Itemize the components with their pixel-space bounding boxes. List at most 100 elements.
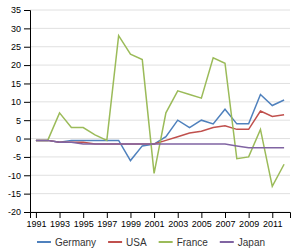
tick: 10 xyxy=(11,97,30,107)
tick: 1995 xyxy=(74,212,94,229)
legend-swatch xyxy=(159,241,173,243)
tick-mark xyxy=(24,65,30,66)
tick-label: 1991 xyxy=(26,219,46,229)
tick: 1993 xyxy=(50,212,70,229)
series-line xyxy=(36,36,284,187)
tick-mark xyxy=(24,47,30,48)
tick-label: 30 xyxy=(11,24,21,34)
tick-label: 25 xyxy=(11,42,21,52)
axis-domain xyxy=(24,11,31,213)
legend-swatch xyxy=(108,241,122,243)
legend-item: France xyxy=(159,237,209,248)
grid-line xyxy=(30,65,290,66)
tick: -5 xyxy=(13,152,30,162)
tick-mark xyxy=(130,212,131,218)
tick: 20 xyxy=(11,60,30,70)
grid-line xyxy=(30,101,290,102)
tick-label: -5 xyxy=(13,152,21,162)
tick-mark xyxy=(201,212,202,218)
tick: 2005 xyxy=(192,212,212,229)
tick: 15 xyxy=(11,79,30,89)
tick-label: 2011 xyxy=(263,219,282,229)
tick-label: 2009 xyxy=(239,219,259,229)
tick-mark xyxy=(24,10,30,11)
grid-line xyxy=(30,83,290,84)
tick-label: 5 xyxy=(16,116,21,126)
grid-line xyxy=(30,156,290,157)
tick-label: 2001 xyxy=(145,219,165,229)
legend-label: Germany xyxy=(55,237,96,248)
tick: 1999 xyxy=(121,212,141,229)
tick: 2011 xyxy=(263,212,282,229)
tick-mark xyxy=(178,212,179,218)
tick-mark xyxy=(154,212,155,218)
axis-domain xyxy=(31,213,291,219)
tick: 5 xyxy=(16,116,30,126)
tick-mark xyxy=(225,212,226,218)
tick-mark xyxy=(24,175,30,176)
tick-label: 1993 xyxy=(50,219,70,229)
tick-mark xyxy=(107,212,108,218)
tick-label: 10 xyxy=(11,97,21,107)
tick: 2003 xyxy=(168,212,188,229)
tick-mark xyxy=(249,212,250,218)
grid xyxy=(30,10,290,212)
lines xyxy=(36,36,284,187)
tick-label: 35 xyxy=(11,5,21,15)
tick-label: -20 xyxy=(8,207,21,217)
grid-line xyxy=(30,10,290,11)
tick-label: 20 xyxy=(11,60,21,70)
tick: 2009 xyxy=(239,212,259,229)
legend-item: Japan xyxy=(220,237,265,248)
legend-label: France xyxy=(177,237,209,248)
legend-label: Japan xyxy=(238,237,265,248)
chart: 1991199319951997199920012003200520072009… xyxy=(0,0,302,252)
tick-label: 2003 xyxy=(168,219,188,229)
tick: 30 xyxy=(11,24,30,34)
legend-item: USA xyxy=(108,237,147,248)
tick-label: -15 xyxy=(8,189,21,199)
tick-mark xyxy=(60,212,61,218)
tick-mark xyxy=(24,120,30,121)
plot: 1991199319951997199920012003200520072009… xyxy=(8,5,291,229)
tick: -15 xyxy=(8,189,30,199)
tick-mark xyxy=(272,212,273,218)
legend-swatch xyxy=(220,241,234,243)
tick-mark xyxy=(24,102,30,103)
tick: -10 xyxy=(8,171,30,181)
tick: 0 xyxy=(16,134,30,144)
tick-mark xyxy=(24,28,30,29)
tick: 35 xyxy=(11,5,30,15)
tick-mark xyxy=(24,212,30,213)
tick: 1997 xyxy=(97,212,117,229)
tick-label: 2007 xyxy=(215,219,235,229)
legend-item: Germany xyxy=(37,237,96,248)
tick-mark xyxy=(36,212,37,218)
tick: 25 xyxy=(11,42,30,52)
tick-label: -10 xyxy=(8,171,21,181)
tick-label: 15 xyxy=(11,79,21,89)
grid-line xyxy=(30,138,290,139)
tick: -20 xyxy=(8,207,30,217)
tick-mark xyxy=(83,212,84,218)
tick-mark xyxy=(24,157,30,158)
tick: 1991 xyxy=(26,212,46,229)
grid-line xyxy=(30,28,290,29)
series-line xyxy=(36,140,284,147)
tick-mark xyxy=(24,194,30,195)
y-axis: -20 -15 -10 -5 0 5 10 15 20 25 30 35 xyxy=(8,5,31,217)
grid-line xyxy=(30,175,290,176)
legend-swatch xyxy=(37,241,51,243)
legend-label: USA xyxy=(126,237,147,248)
legend: Germany USA France Japan xyxy=(37,237,265,248)
x-axis: 1991 1993 19951997 1999 20012003 20052007 2009… xyxy=(26,212,290,229)
tick-label: 1995 xyxy=(74,219,94,229)
tick-label: 0 xyxy=(16,134,21,144)
tick-label: 2005 xyxy=(192,219,212,229)
tick-mark xyxy=(24,83,30,84)
grid-line xyxy=(30,46,290,47)
grid-line xyxy=(30,193,290,194)
tick-label: 1999 xyxy=(121,219,141,229)
tick: 2001 xyxy=(145,212,165,229)
tick-mark xyxy=(24,139,30,140)
